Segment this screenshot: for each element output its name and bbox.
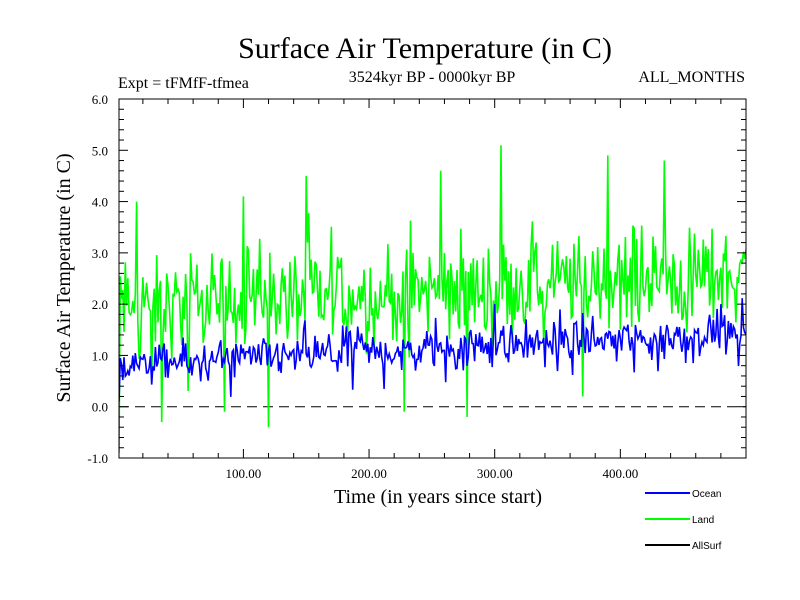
legend: Ocean Land AllSurf: [645, 489, 722, 552]
legend-label-allsurf: AllSurf: [692, 541, 722, 552]
x-tick-label: 400.00: [602, 466, 638, 481]
time-range-label: 3524kyr BP - 0000kyr BP: [349, 69, 516, 86]
legend-label-land: Land: [692, 515, 714, 526]
y-tick-label: 4.0: [92, 195, 108, 210]
y-tick-label: 2.0: [92, 297, 108, 312]
y-axis-label: Surface Air Temperature (in C): [53, 153, 75, 402]
x-tick-label: 300.00: [477, 466, 513, 481]
x-axis-label: Time (in years since start): [334, 486, 542, 508]
series-line-ocean: [119, 298, 746, 402]
y-tick-label: 5.0: [92, 143, 108, 158]
y-tick-label: 0.0: [92, 400, 108, 415]
y-tick-label: -1.0: [87, 451, 108, 466]
x-tick-label: 100.00: [226, 466, 262, 481]
x-axis: 100.00 200.00 300.00 400.00: [142, 99, 722, 481]
plot-area: [118, 98, 747, 459]
months-label: ALL_MONTHS: [638, 69, 745, 86]
chart-title: Surface Air Temperature (in C): [238, 32, 612, 65]
plot-frame: [118, 98, 747, 459]
y-tick-label: 1.0: [92, 348, 108, 363]
experiment-label: Expt = tFMfF-tfmea: [118, 75, 249, 92]
y-tick-label: 6.0: [92, 92, 108, 107]
series-group: [119, 145, 746, 453]
x-tick-label: 200.00: [351, 466, 387, 481]
series-line-land: [119, 145, 746, 453]
y-axis: -1.0 0.0 1.0 2.0 3.0 4.0 5.0 6.0: [87, 92, 746, 466]
legend-label-ocean: Ocean: [692, 489, 721, 500]
y-tick-label: 3.0: [92, 246, 108, 261]
